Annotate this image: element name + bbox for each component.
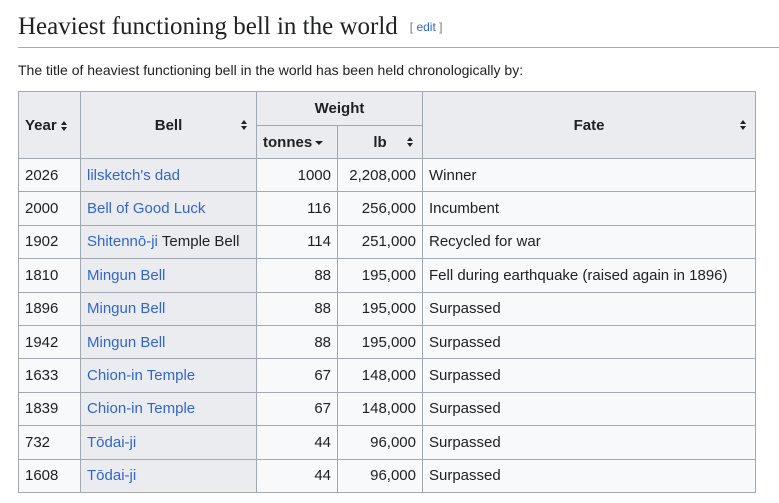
bell-link[interactable]: Tōdai-ji — [87, 433, 137, 451]
tonnes-cell: 1000 — [256, 157, 338, 193]
tonnes-cell: 44 — [256, 425, 338, 460]
bell-cell: Tōdai-ji — [80, 425, 257, 460]
bell-link[interactable]: lilsketch's dad — [87, 166, 180, 184]
bell-cell: Tōdai-ji — [80, 458, 257, 493]
bell-suffix: Temple Bell — [161, 233, 240, 251]
bell-link[interactable]: Tōdai-ji — [87, 467, 137, 485]
tonnes-cell: 116 — [256, 191, 338, 226]
weight-header: Weight — [256, 91, 423, 126]
intro: The title of heaviest functioning bell i… — [18, 62, 524, 78]
year-cell: 1902 — [18, 224, 81, 260]
heading-title: Heaviest functioning bell in the world — [18, 13, 398, 40]
fate-cell: Recycled for war — [422, 224, 756, 260]
tonnes-header[interactable]: tonnes — [256, 125, 338, 159]
bell-cell: Mingun Bell — [80, 324, 257, 360]
edit-section: [ edit ] — [409, 20, 443, 34]
sort-icon — [315, 140, 324, 145]
lb-cell: 256,000 — [337, 191, 423, 226]
year-cell: 1896 — [18, 291, 81, 326]
year-cell: 2026 — [18, 157, 81, 193]
header-text: Year — [25, 116, 57, 134]
fate-cell: Winner — [422, 157, 756, 193]
fate-cell: Surpassed — [422, 425, 756, 460]
table-row: 1839 Chion-in Temple 67 148,000 Surpassed — [18, 391, 756, 427]
lb-cell: 195,000 — [337, 324, 423, 360]
tonnes-cell: 44 — [256, 458, 338, 493]
bell-link[interactable]: Chion-in Temple — [87, 367, 196, 385]
table-body: 2026 lilsketch's dad 1000 2,208,000 Winner 20… — [18, 157, 756, 493]
bell-link[interactable]: Mingun Bell — [87, 300, 166, 318]
bell-link[interactable]: Bell of Good Luck — [87, 200, 206, 218]
header-text: Bell — [154, 116, 183, 134]
fate-cell: Fell during earthquake (raised again in … — [422, 258, 756, 293]
bell-cell: lilsketch's dad — [80, 157, 257, 193]
fate-cell: Incumbent — [422, 191, 756, 226]
table-row: 1896 Mingun Bell 88 195,000 Surpassed — [18, 291, 756, 326]
sort-icon — [407, 137, 413, 147]
year-header[interactable]: Year — [18, 91, 81, 159]
table-row: 1902 Shitennō-ji Temple Bell 114 251,000 Recy… — [18, 224, 756, 260]
fate-cell: Surpassed — [422, 458, 756, 493]
fate-header[interactable]: Fate — [422, 91, 756, 159]
lb-cell: 148,000 — [337, 358, 423, 393]
sort-icon — [241, 120, 247, 130]
table-row: 2000 Bell of Good Luck 116 256,000 Incumbent — [18, 191, 756, 226]
bell-cell: Mingun Bell — [80, 258, 257, 293]
bell-link[interactable]: Shitennō-ji — [87, 233, 158, 251]
bell-cell: Chion-in Temple — [80, 391, 257, 427]
lb-cell: 96,000 — [337, 425, 423, 460]
sort-icon — [60, 120, 67, 131]
fate-cell: Surpassed — [422, 358, 756, 393]
bell-header[interactable]: Bell — [80, 91, 257, 159]
edit-link[interactable]: edit — [416, 20, 436, 34]
heading: Heaviest functioning bell in the world [ … — [18, 10, 442, 44]
table-row: 1633 Chion-in Temple 67 148,000 Surpassed — [18, 358, 756, 393]
year-cell: 1633 — [18, 358, 81, 393]
year-cell: 2000 — [18, 191, 81, 226]
bell-link[interactable]: Mingun Bell — [87, 333, 166, 351]
fate-cell: Surpassed — [422, 291, 756, 326]
tonnes-cell: 67 — [256, 391, 338, 427]
fate-cell: Surpassed — [422, 324, 756, 360]
lb-cell: 96,000 — [337, 458, 423, 493]
table-row: 732 Tōdai-ji 44 96,000 Surpassed — [18, 425, 756, 460]
header-text: Fate — [573, 116, 605, 134]
lb-cell: 195,000 — [337, 258, 423, 293]
header-text: tonnes — [263, 133, 313, 151]
bell-link[interactable]: Chion-in Temple — [87, 400, 196, 418]
bell-cell: Bell of Good Luck — [80, 191, 257, 226]
lb-cell: 2,208,000 — [337, 157, 423, 193]
lb-cell: 148,000 — [337, 391, 423, 427]
fate-cell: Surpassed — [422, 391, 756, 427]
header-text: lb — [373, 133, 387, 151]
lb-header[interactable]: lb — [337, 125, 423, 159]
year-cell: 732 — [18, 425, 81, 460]
bell-link[interactable]: Mingun Bell — [87, 266, 166, 284]
bell-table: Year Bell Weight Fate tonnes lb 2026 lils… — [18, 91, 756, 493]
bell-cell: Mingun Bell — [80, 291, 257, 326]
year-cell: 1810 — [18, 258, 81, 293]
tonnes-cell: 67 — [256, 358, 338, 393]
tonnes-cell: 88 — [256, 258, 338, 293]
year-cell: 1942 — [18, 324, 81, 360]
table-row: 1608 Tōdai-ji 44 96,000 Surpassed — [18, 458, 756, 493]
tonnes-cell: 88 — [256, 291, 338, 326]
year-cell: 1608 — [18, 458, 81, 493]
bell-cell: Shitennō-ji Temple Bell — [80, 224, 257, 260]
tonnes-cell: 114 — [256, 224, 338, 260]
table-row: 2026 lilsketch's dad 1000 2,208,000 Winner — [18, 157, 756, 193]
table-row: 1942 Mingun Bell 88 195,000 Surpassed — [18, 324, 756, 360]
lb-cell: 251,000 — [337, 224, 423, 260]
lb-cell: 195,000 — [337, 291, 423, 326]
table-row: 1810 Mingun Bell 88 195,000 Fell during eart… — [18, 258, 756, 293]
year-cell: 1839 — [18, 391, 81, 427]
heading-rule — [18, 47, 779, 48]
tonnes-cell: 88 — [256, 324, 338, 360]
sort-icon — [740, 120, 746, 130]
bell-cell: Chion-in Temple — [80, 358, 257, 393]
